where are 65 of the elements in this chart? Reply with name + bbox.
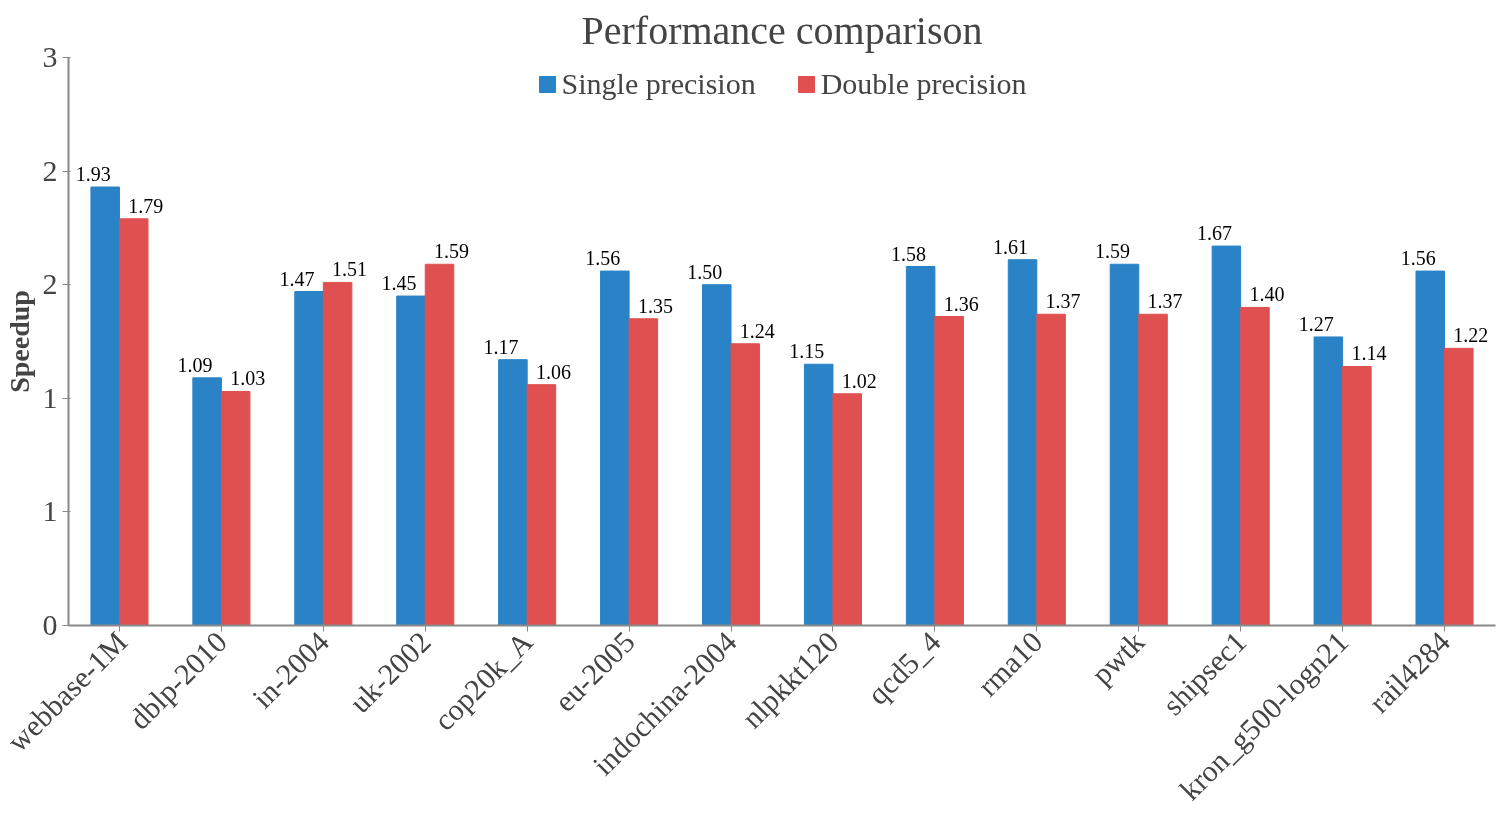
bar	[220, 390, 251, 626]
chart-title: Performance comparison	[581, 7, 983, 53]
bar	[1138, 313, 1168, 626]
y-tick-label: 1	[42, 494, 58, 528]
y-axis-title: Speedup	[3, 290, 35, 393]
data-label: 1.09	[177, 353, 213, 376]
data-label: 1.50	[687, 260, 723, 283]
bar	[1211, 245, 1242, 626]
data-label: 1.22	[1453, 324, 1489, 347]
data-label: 1.15	[789, 340, 825, 363]
data-label: 1.14	[1351, 342, 1387, 365]
bar	[396, 295, 426, 626]
data-label: 1.35	[637, 294, 673, 317]
bar	[526, 384, 557, 626]
data-label: 1.03	[230, 367, 266, 390]
data-label: 1.47	[279, 267, 315, 290]
data-label: 1.51	[332, 258, 368, 281]
data-label: 1.59	[434, 240, 470, 263]
bar	[322, 281, 353, 626]
bar	[1444, 347, 1474, 626]
data-label: 1.17	[483, 335, 519, 358]
data-label: 1.79	[128, 194, 164, 217]
data-label: 1.37	[1045, 290, 1081, 313]
bar	[424, 263, 455, 626]
bar	[702, 284, 732, 626]
bar	[905, 266, 936, 626]
data-label: 1.59	[1094, 240, 1130, 263]
data-label: 1.36	[943, 292, 979, 315]
bar	[1036, 313, 1066, 626]
bar	[1007, 259, 1038, 626]
data-label: 1.93	[75, 163, 111, 185]
data-label: 1.24	[739, 319, 775, 342]
data-label: 1.40	[1249, 283, 1285, 306]
bar	[934, 316, 964, 626]
y-tick-label: 2	[42, 153, 58, 187]
y-tick-label: 3	[42, 40, 58, 73]
bar	[730, 343, 761, 626]
data-label: 1.06	[535, 360, 571, 383]
bar	[832, 393, 862, 626]
data-label: 1.37	[1147, 290, 1183, 313]
data-label: 1.56	[585, 247, 621, 270]
data-label: 1.67	[1196, 222, 1232, 245]
y-tick-label: 1	[42, 380, 58, 414]
bar	[600, 270, 630, 626]
bar	[1342, 365, 1372, 626]
data-label: 1.45	[381, 272, 417, 295]
legend-label: Single precision	[561, 67, 756, 101]
data-label: 1.02	[841, 369, 877, 392]
y-tick-label: 2	[42, 267, 58, 301]
bar	[192, 377, 222, 626]
data-label: 1.56	[1400, 247, 1436, 270]
bar	[90, 186, 120, 626]
data-label: 1.58	[891, 242, 927, 265]
bar	[1415, 270, 1446, 626]
bar	[628, 318, 659, 626]
bar	[294, 291, 324, 626]
bar	[803, 363, 834, 626]
bar	[118, 218, 149, 626]
bar	[1109, 263, 1140, 626]
bar	[1240, 306, 1270, 626]
bar	[1313, 336, 1344, 626]
data-label: 1.61	[993, 235, 1029, 258]
bar	[498, 359, 528, 626]
legend-label: Double precision	[820, 67, 1027, 101]
data-label: 1.27	[1298, 312, 1334, 335]
